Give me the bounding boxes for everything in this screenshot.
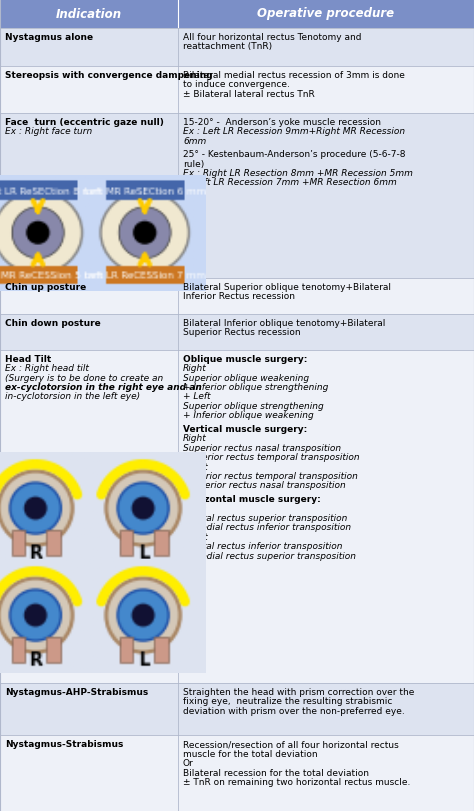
Text: Lateral rectus superior transposition: Lateral rectus superior transposition: [183, 514, 347, 523]
Text: Nystagmus-Strabismus: Nystagmus-Strabismus: [5, 740, 123, 749]
Text: rule): rule): [183, 160, 204, 169]
Text: + Left: + Left: [183, 393, 210, 401]
Text: Operative procedure: Operative procedure: [257, 7, 394, 20]
Text: ex-cyclotorsion in the right eye and an: ex-cyclotorsion in the right eye and an: [5, 383, 202, 392]
Text: muscle for the total deviation: muscle for the total deviation: [183, 749, 318, 759]
Bar: [0, 66, 474, 113]
Text: Vertical muscle surgery:: Vertical muscle surgery:: [183, 425, 307, 434]
Text: 25° - Kestenbaum-Anderson’s procedure (5-6-7-8: 25° - Kestenbaum-Anderson’s procedure (5…: [183, 150, 405, 159]
Text: + Inferior rectus nasal transposition: + Inferior rectus nasal transposition: [183, 482, 346, 491]
Text: ± Bilateral lateral rectus TnR: ± Bilateral lateral rectus TnR: [183, 90, 315, 99]
Text: to induce convergence.: to induce convergence.: [183, 80, 290, 89]
Text: + Medial rectus inferior transposition: + Medial rectus inferior transposition: [183, 523, 351, 532]
Text: Chin up posture: Chin up posture: [5, 282, 86, 292]
Text: Right: Right: [183, 504, 207, 513]
Text: All four horizontal rectus Tenotomy and: All four horizontal rectus Tenotomy and: [183, 33, 362, 42]
Text: Superior rectus temporal transposition: Superior rectus temporal transposition: [183, 472, 358, 481]
Text: Straighten the head with prism correction over the: Straighten the head with prism correctio…: [183, 688, 414, 697]
Bar: [0, 736, 474, 811]
Bar: [0, 0, 474, 28]
Text: Ex : Left LR Recession 9mm+Right MR Recession: Ex : Left LR Recession 9mm+Right MR Rece…: [183, 127, 405, 136]
Text: Bilateral Superior oblique tenotomy+Bilateral: Bilateral Superior oblique tenotomy+Bila…: [183, 282, 391, 292]
Text: Ex : Right LR Resection 8mm +MR Recession 5mm: Ex : Right LR Resection 8mm +MR Recessio…: [183, 169, 413, 178]
Text: +Left: +Left: [183, 462, 208, 471]
Text: + Medial rectus superior transposition: + Medial rectus superior transposition: [183, 551, 356, 560]
Text: Nystagmus-AHP-Strabismus: Nystagmus-AHP-Strabismus: [5, 688, 148, 697]
Text: Superior oblique strengthening: Superior oblique strengthening: [183, 401, 324, 411]
Text: in-cyclotorsion in the left eye): in-cyclotorsion in the left eye): [5, 393, 140, 401]
Text: Right: Right: [183, 435, 207, 444]
Text: ± TnR on remaining two horizontal rectus muscle.: ± TnR on remaining two horizontal rectus…: [183, 778, 410, 787]
Text: Lateral rectus inferior transposition: Lateral rectus inferior transposition: [183, 543, 343, 551]
Text: 6mm: 6mm: [183, 136, 206, 145]
Text: Nystagmus alone: Nystagmus alone: [5, 33, 93, 42]
Text: Bilateral medial rectus recession of 3mm is done: Bilateral medial rectus recession of 3mm…: [183, 71, 405, 79]
Bar: [0, 277, 474, 314]
Text: Right: Right: [183, 364, 207, 373]
Text: Bilateral recession for the total deviation: Bilateral recession for the total deviat…: [183, 769, 369, 778]
Text: 15-20° -  Anderson’s yoke muscle recession: 15-20° - Anderson’s yoke muscle recessio…: [183, 118, 381, 127]
Text: Inferior Rectus recession: Inferior Rectus recession: [183, 292, 295, 301]
Text: deviation with prism over the non-preferred eye.: deviation with prism over the non-prefer…: [183, 707, 405, 716]
Text: + Inferior oblique strengthening: + Inferior oblique strengthening: [183, 383, 328, 392]
Bar: [0, 28, 474, 66]
Text: Superior rectus nasal transposition: Superior rectus nasal transposition: [183, 444, 341, 453]
Text: Stereopsis with convergence dampening: Stereopsis with convergence dampening: [5, 71, 213, 79]
Text: Superior oblique weakening: Superior oblique weakening: [183, 374, 309, 383]
Text: Chin down posture: Chin down posture: [5, 319, 101, 328]
Text: Head Tilt: Head Tilt: [5, 354, 51, 363]
Text: fixing eye,  neutralize the resulting strabismic: fixing eye, neutralize the resulting str…: [183, 697, 392, 706]
Text: +Inferior rectus temporal transposition: +Inferior rectus temporal transposition: [183, 453, 360, 462]
Text: Face  turn (eccentric gaze null): Face turn (eccentric gaze null): [5, 118, 164, 127]
Text: Recession/resection of all four horizontal rectus: Recession/resection of all four horizont…: [183, 740, 399, 749]
Text: + Left LR Recession 7mm +MR Resection 6mm: + Left LR Recession 7mm +MR Resection 6m…: [183, 178, 397, 187]
Text: Ex : Right face turn: Ex : Right face turn: [5, 127, 92, 136]
Text: Horizontal muscle surgery:: Horizontal muscle surgery:: [183, 495, 321, 504]
Text: Indication: Indication: [56, 7, 122, 20]
Bar: [0, 350, 474, 683]
Text: reattachment (TnR): reattachment (TnR): [183, 42, 272, 51]
Text: Oblique muscle surgery:: Oblique muscle surgery:: [183, 354, 307, 363]
Bar: [0, 314, 474, 350]
Bar: [0, 113, 474, 277]
Text: Superior Rectus recession: Superior Rectus recession: [183, 328, 301, 337]
Text: + Inferior oblique weakening: + Inferior oblique weakening: [183, 411, 314, 420]
Bar: [0, 683, 474, 736]
Text: +Left: +Left: [183, 533, 208, 542]
Text: Ex : Right head tilt: Ex : Right head tilt: [5, 364, 89, 373]
Text: Bilateral Inferior oblique tenotomy+Bilateral: Bilateral Inferior oblique tenotomy+Bila…: [183, 319, 385, 328]
Text: (Surgery is to be done to create an: (Surgery is to be done to create an: [5, 374, 163, 383]
Text: Or: Or: [183, 759, 194, 768]
